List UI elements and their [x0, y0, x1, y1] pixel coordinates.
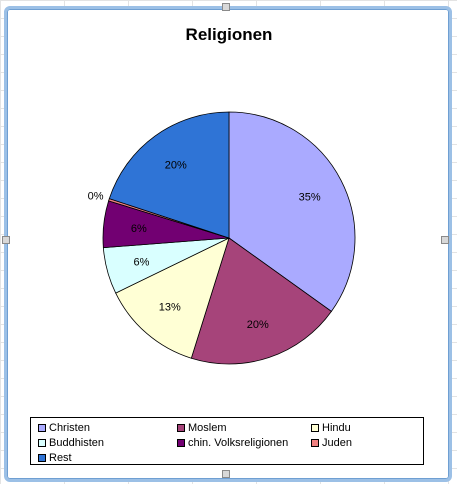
- pie-slices: [102, 111, 356, 365]
- legend-item: Buddhisten: [38, 435, 177, 450]
- legend-swatch: [38, 438, 46, 447]
- slice-label: 20%: [247, 319, 269, 331]
- legend-item: chin. Volksreligionen: [177, 435, 311, 450]
- legend-label: Rest: [49, 451, 72, 464]
- resize-handle-top[interactable]: [222, 3, 230, 11]
- chart-title: Religionen: [186, 25, 273, 44]
- pie-slice-christen[interactable]: [228, 111, 356, 312]
- legend-label: Juden: [322, 436, 352, 449]
- legend-item: Rest: [38, 450, 177, 465]
- legend-label: Moslem: [188, 421, 227, 434]
- chart-legend[interactable]: Christen Moslem Hindu Buddhisten chin. Volks…: [30, 417, 424, 465]
- slice-label: 13%: [159, 302, 181, 314]
- pie-slice-hindu[interactable]: [115, 237, 230, 359]
- slice-label: 0%: [88, 190, 104, 202]
- slice-label: 35%: [299, 192, 321, 204]
- legend-swatch: [177, 438, 185, 447]
- pie-labels: 35% 20% 13% 6% 6% 0% 20%: [88, 160, 321, 332]
- legend-label: Christen: [49, 421, 90, 434]
- legend-swatch: [38, 453, 46, 462]
- resize-handle-bottom[interactable]: [222, 470, 230, 478]
- pie-slice-rest[interactable]: [108, 111, 230, 239]
- legend-item: Christen: [38, 420, 177, 435]
- slice-label: 20%: [165, 160, 187, 172]
- slice-label: 6%: [131, 223, 147, 235]
- legend-label: chin. Volksreligionen: [188, 436, 289, 449]
- legend-item: Juden: [311, 435, 421, 450]
- legend-swatch: [311, 438, 319, 447]
- legend-label: Buddhisten: [49, 436, 105, 449]
- legend-label: Hindu: [322, 421, 351, 434]
- resize-handle-right[interactable]: [441, 236, 449, 244]
- legend-swatch: [38, 423, 46, 432]
- legend-swatch: [177, 423, 185, 432]
- legend-item: Hindu: [311, 420, 421, 435]
- slice-label: 6%: [133, 257, 149, 269]
- pie-slice-moslem[interactable]: [190, 237, 332, 365]
- legend-item: Moslem: [177, 420, 311, 435]
- resize-handle-left[interactable]: [2, 236, 10, 244]
- legend-swatch: [311, 423, 319, 432]
